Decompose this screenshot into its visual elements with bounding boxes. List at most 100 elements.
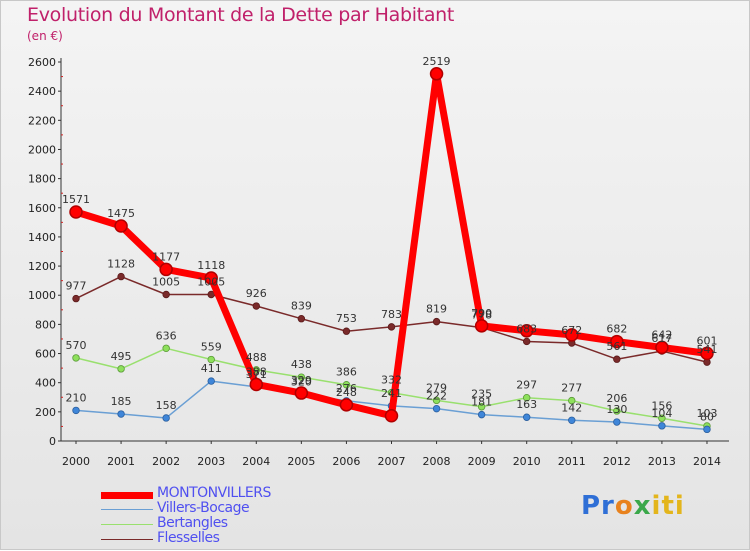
x-tick-label: 2011 xyxy=(558,455,586,468)
data-label: 570 xyxy=(66,339,87,352)
data-label: 297 xyxy=(516,379,537,392)
data-label: 1118 xyxy=(197,259,225,272)
data-label: 541 xyxy=(696,343,717,356)
data-label: 80 xyxy=(700,410,714,423)
data-point xyxy=(432,404,441,413)
data-point xyxy=(429,67,444,81)
data-point xyxy=(477,403,486,411)
x-tick-label: 2008 xyxy=(423,455,451,468)
y-tick-label: 0 xyxy=(49,435,56,448)
data-label: 559 xyxy=(201,341,222,354)
y-tick-label: 2000 xyxy=(28,143,56,156)
data-label: 248 xyxy=(336,386,357,399)
logo-part-3: x xyxy=(633,491,652,521)
data-point xyxy=(117,410,125,418)
data-label: 332 xyxy=(381,374,402,387)
data-label: 790 xyxy=(471,307,492,320)
data-point xyxy=(658,422,666,430)
x-tick-label: 2013 xyxy=(648,455,676,468)
data-label: 1475 xyxy=(107,207,135,220)
data-label: 156 xyxy=(651,399,672,412)
logo-part-2: o xyxy=(614,491,634,521)
data-point xyxy=(117,365,125,373)
data-point xyxy=(117,272,125,281)
y-tick-label: 1400 xyxy=(28,231,56,244)
data-label: 103 xyxy=(696,407,717,420)
chart-subtitle: (en €) xyxy=(27,29,63,43)
x-tick-label: 2007 xyxy=(377,455,405,468)
data-point xyxy=(613,355,621,363)
y-tick-label: 2600 xyxy=(28,56,56,69)
data-point xyxy=(342,327,351,335)
data-label: 2519 xyxy=(423,55,451,68)
data-point xyxy=(69,205,83,219)
x-tick-label: 2005 xyxy=(287,455,315,468)
data-label: 1005 xyxy=(152,276,180,289)
data-label: 279 xyxy=(426,381,447,394)
data-point xyxy=(207,377,215,385)
data-label: 130 xyxy=(606,403,627,416)
data-label: 104 xyxy=(651,407,672,420)
legend-swatch xyxy=(101,539,153,541)
data-point xyxy=(207,355,215,364)
x-tick-label: 2002 xyxy=(152,455,180,468)
data-label: 1177 xyxy=(152,250,180,263)
y-tick-label: 800 xyxy=(35,318,56,331)
data-label: 210 xyxy=(66,391,87,404)
data-label: 222 xyxy=(426,390,447,403)
data-point xyxy=(294,386,309,400)
x-tick-label: 2010 xyxy=(513,455,541,468)
x-tick-label: 2004 xyxy=(242,455,270,468)
data-point xyxy=(159,262,173,277)
data-point xyxy=(342,381,351,389)
data-point xyxy=(568,416,576,425)
chart-title: Evolution du Montant de la Dette par Hab… xyxy=(27,4,455,26)
data-label: 320 xyxy=(291,375,312,388)
data-point xyxy=(610,334,624,349)
data-label: 206 xyxy=(606,392,627,405)
data-label: 839 xyxy=(291,300,312,313)
data-label: 371 xyxy=(246,368,267,381)
data-point xyxy=(162,344,170,352)
data-point xyxy=(568,396,576,405)
data-point xyxy=(613,418,621,426)
data-point xyxy=(432,317,441,326)
data-label: 277 xyxy=(561,382,582,395)
x-tick-label: 2014 xyxy=(693,455,721,468)
data-label: 1005 xyxy=(197,276,225,289)
data-label: 185 xyxy=(111,395,132,408)
data-point xyxy=(162,414,170,422)
logo-part-1: Pr xyxy=(581,491,615,521)
x-tick-label: 2003 xyxy=(197,455,225,468)
data-label: 682 xyxy=(606,323,627,336)
data-point xyxy=(384,409,399,423)
data-point xyxy=(72,406,80,415)
data-point xyxy=(613,407,621,415)
data-label: 411 xyxy=(201,362,222,375)
x-tick-label: 2006 xyxy=(332,455,360,468)
data-point xyxy=(523,413,531,421)
legend-swatch xyxy=(101,491,153,499)
data-point xyxy=(297,373,306,381)
y-tick-label: 1000 xyxy=(28,289,56,302)
data-point xyxy=(72,354,80,362)
data-point xyxy=(565,328,579,342)
data-point xyxy=(523,337,531,346)
data-point xyxy=(162,290,170,299)
legend-swatch xyxy=(101,509,153,511)
data-label: 561 xyxy=(606,340,627,353)
y-tick-label: 1200 xyxy=(28,260,56,273)
data-label: 181 xyxy=(471,396,492,409)
data-label: 158 xyxy=(156,399,177,412)
proxiti-logo: Proxiti xyxy=(581,491,685,521)
data-label: 163 xyxy=(516,398,537,411)
data-label: 438 xyxy=(291,358,312,371)
data-point xyxy=(655,340,669,355)
x-tick-label: 2001 xyxy=(107,455,135,468)
data-label: 601 xyxy=(696,334,717,347)
y-tick-label: 200 xyxy=(35,406,56,419)
data-point xyxy=(703,425,711,434)
data-point xyxy=(519,324,534,338)
data-label: 329 xyxy=(291,374,312,387)
y-tick-label: 400 xyxy=(35,377,56,390)
